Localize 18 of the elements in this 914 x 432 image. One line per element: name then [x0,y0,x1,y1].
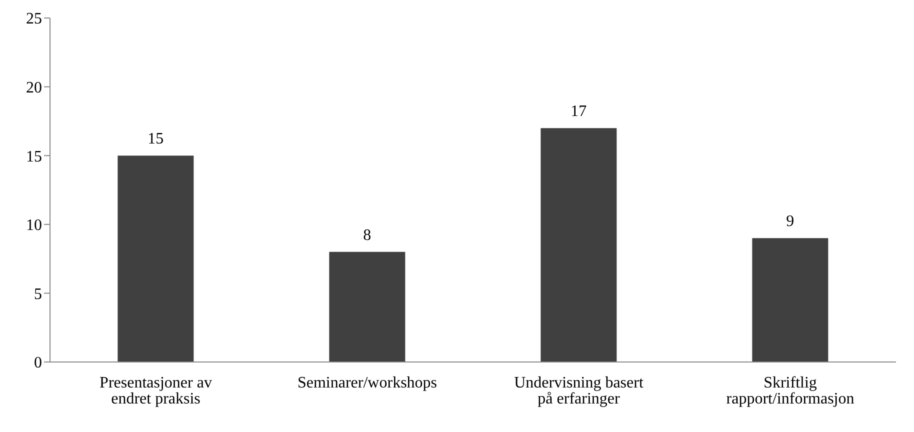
y-tick-label: 15 [26,148,42,166]
bar [118,156,194,362]
y-tick-label: 20 [26,79,42,96]
y-tick-label: 5 [34,286,42,303]
data-label: 8 [363,226,372,244]
y-tick-label: 0 [34,354,42,372]
data-label: 9 [786,213,794,230]
bar [752,238,828,362]
x-tick-label: Presentasjoner av endret praksis [100,374,212,408]
data-label: 15 [148,130,164,148]
y-tick-label: 10 [26,217,42,234]
bar [540,128,617,362]
y-tick-label: 25 [26,10,42,28]
bar [329,252,406,362]
x-tick-label: Skriftlig rapport/informasjon [726,374,854,408]
data-label: 17 [570,103,587,120]
x-tick-label: Seminarer/workshops [297,374,438,392]
x-tick-label: Undervisning basert på erfaringer [514,374,644,408]
